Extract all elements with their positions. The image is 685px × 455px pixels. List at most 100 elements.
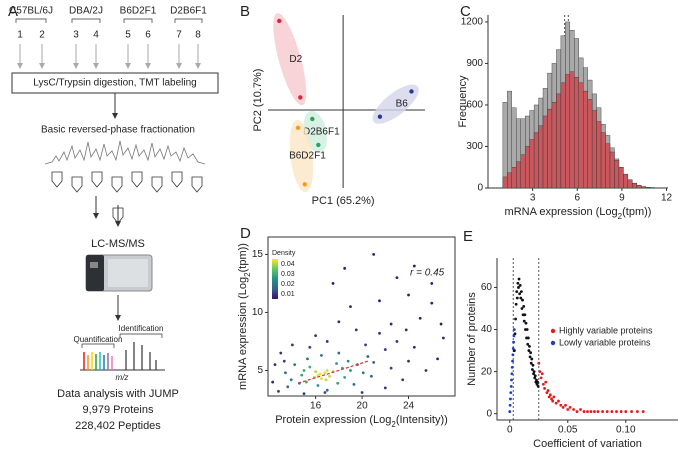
y-tick-label: 900: [466, 58, 483, 69]
point: [544, 380, 548, 384]
point: [566, 408, 570, 411]
step-text: 9,979 Proteins: [83, 404, 154, 416]
point: [518, 283, 522, 287]
annotation: r = 0.45: [410, 268, 445, 279]
panel-label: C: [460, 3, 471, 20]
point: [511, 359, 514, 363]
y-tick-label: 600: [466, 100, 483, 111]
point: [349, 369, 352, 372]
y-tick-label: 60: [481, 282, 493, 293]
point: [522, 304, 526, 308]
point: [337, 320, 341, 324]
axis-label-part: 2: [243, 272, 252, 277]
bar: [596, 121, 602, 189]
bar: [560, 82, 566, 189]
axis-label-part: (tpm)): [622, 206, 651, 218]
spectrum-label: Quantification: [74, 335, 123, 344]
point: [551, 399, 555, 403]
point: [352, 382, 356, 386]
bar: [587, 99, 593, 189]
sample-label: 4: [93, 30, 99, 41]
point: [522, 319, 526, 323]
point: [530, 368, 534, 371]
tube: [51, 171, 63, 188]
workflow: A LysC/Trypsin digestion, TMT labeling B…: [8, 3, 219, 432]
point: [519, 290, 523, 294]
bar: [524, 146, 530, 189]
group-label: D2: [289, 54, 302, 65]
point: [316, 373, 320, 377]
point: [619, 410, 623, 413]
point: [561, 405, 565, 409]
point: [572, 408, 575, 411]
point: [320, 377, 323, 380]
point: [404, 328, 408, 332]
point: [641, 410, 645, 413]
point: [314, 370, 318, 374]
axis-label: mRNA expression (Log2(tpm)): [505, 206, 652, 221]
bracket: [123, 18, 153, 23]
point: [593, 410, 596, 413]
instrument: [85, 254, 153, 292]
point: [513, 349, 516, 352]
point: [377, 114, 383, 119]
x-tick-label: 16: [310, 401, 322, 412]
bar: [578, 82, 584, 189]
point: [346, 359, 350, 363]
point: [601, 410, 604, 413]
y-tick-label: 1200: [461, 17, 484, 28]
point: [349, 305, 352, 309]
legend-marker: [550, 328, 556, 334]
point: [279, 351, 283, 355]
chromatogram: [44, 140, 206, 165]
point: [412, 345, 416, 349]
point: [520, 307, 524, 310]
tube: [171, 171, 183, 188]
point: [336, 381, 340, 385]
point: [508, 403, 512, 407]
panel-label: D: [240, 225, 251, 242]
point: [302, 392, 306, 396]
point: [323, 371, 327, 375]
point: [519, 296, 523, 300]
point: [564, 403, 567, 407]
point: [282, 359, 286, 363]
point: [395, 276, 399, 280]
point: [514, 302, 518, 306]
sample-label: 8: [195, 30, 201, 41]
panel-label: B: [240, 3, 250, 20]
tube: [111, 176, 123, 193]
point: [364, 343, 367, 347]
y-tick-label: 40: [481, 324, 493, 335]
bar: [529, 139, 535, 189]
bar: [614, 160, 620, 189]
point: [328, 374, 331, 378]
bracket: [174, 18, 203, 23]
strain-label: C57BL/6J: [9, 6, 53, 17]
point: [436, 357, 439, 361]
bar: [556, 93, 562, 189]
point: [439, 322, 443, 326]
bar: [600, 132, 606, 189]
step-text: LysC/Trypsin digestion, TMT labeling: [33, 78, 196, 89]
bar: [618, 167, 624, 189]
point: [325, 388, 329, 392]
group-label: B6D2F1: [289, 151, 326, 162]
point: [518, 292, 522, 296]
bar: [542, 115, 548, 189]
point: [579, 408, 582, 411]
sample-label: 1: [17, 30, 23, 41]
point: [383, 386, 387, 390]
sample-label: 2: [39, 30, 45, 41]
point: [526, 342, 530, 346]
point: [325, 369, 329, 372]
point: [289, 378, 293, 382]
point: [378, 331, 381, 335]
point: [360, 391, 364, 394]
x-tick-label: 0: [507, 425, 513, 436]
bracket: [15, 18, 47, 23]
point: [407, 359, 410, 363]
point: [557, 399, 560, 403]
group-label: D2B6F1: [303, 127, 340, 138]
point: [295, 125, 301, 131]
